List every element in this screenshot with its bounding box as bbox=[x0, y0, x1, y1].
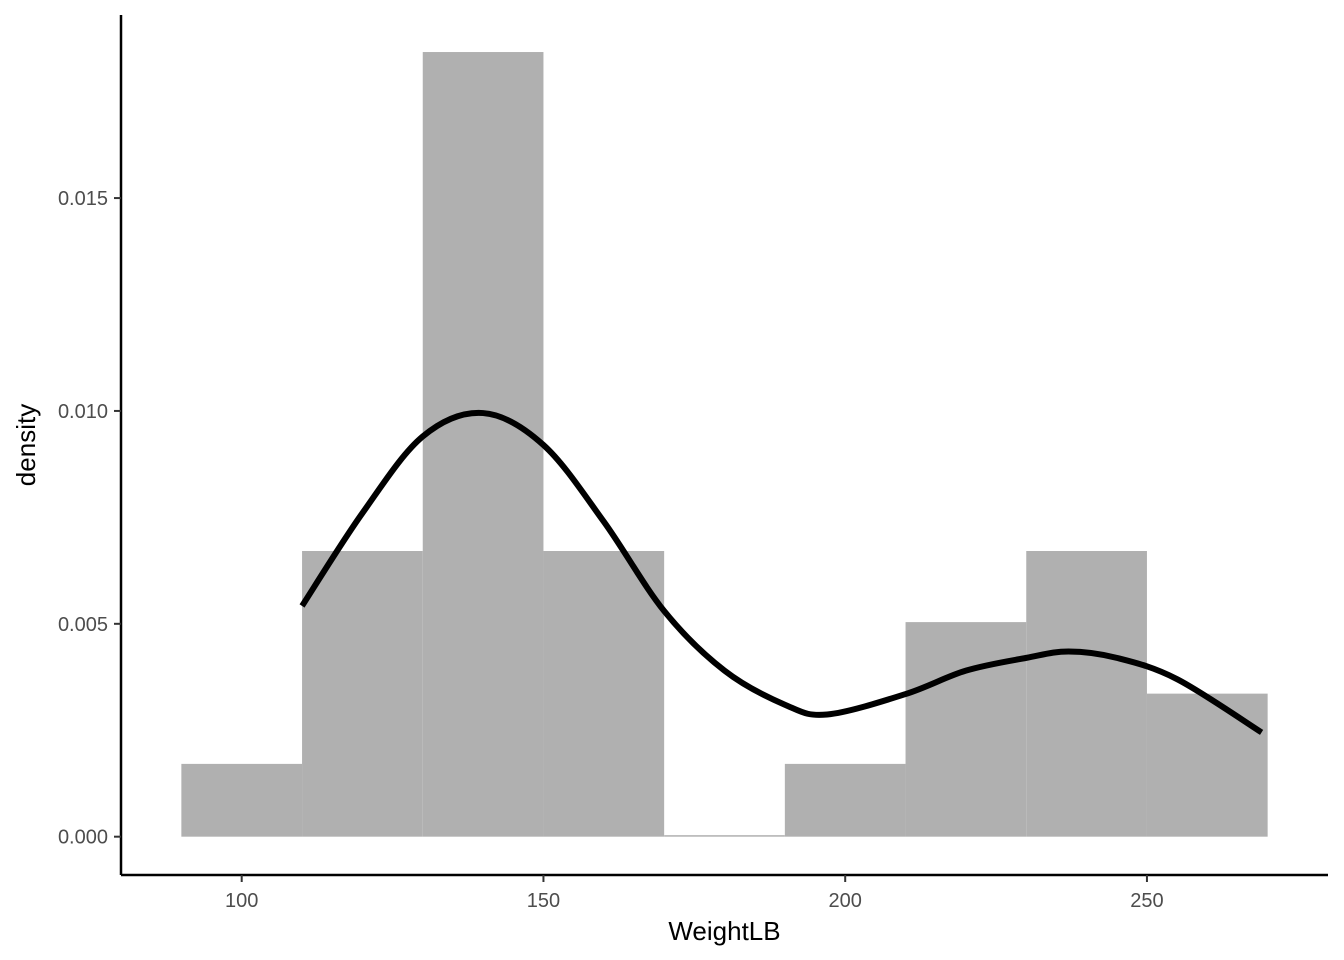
x-tick-label: 250 bbox=[1130, 890, 1163, 912]
y-axis-ticks: 0.000 0.005 0.010 0.015 bbox=[58, 188, 121, 849]
histogram-bar bbox=[664, 835, 785, 837]
histogram-bar bbox=[302, 551, 423, 837]
histogram-bars bbox=[181, 52, 1268, 837]
histogram-bar bbox=[422, 52, 544, 837]
x-axis-title: WeightLB bbox=[668, 916, 780, 946]
y-axis-title: density bbox=[11, 404, 41, 486]
y-tick-label: 0.000 bbox=[58, 827, 108, 849]
histogram-bar bbox=[905, 622, 1027, 837]
histogram-bar bbox=[1146, 693, 1268, 837]
y-tick-label: 0.015 bbox=[58, 188, 108, 210]
y-tick-label: 0.010 bbox=[58, 401, 108, 423]
x-tick-label: 150 bbox=[527, 890, 560, 912]
y-tick-label: 0.005 bbox=[58, 614, 108, 636]
density-curve bbox=[299, 409, 1264, 735]
x-tick-label: 100 bbox=[225, 890, 258, 912]
histogram-bar bbox=[543, 551, 665, 837]
histogram-bar bbox=[1026, 551, 1147, 837]
x-axis-ticks: 100 150 200 250 bbox=[225, 875, 1164, 912]
x-tick-label: 200 bbox=[829, 890, 862, 912]
histogram-bar bbox=[784, 763, 906, 837]
histogram-bar bbox=[181, 763, 303, 837]
